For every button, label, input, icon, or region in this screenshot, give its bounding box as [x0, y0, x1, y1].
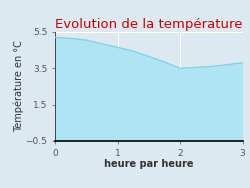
Y-axis label: Température en °C: Température en °C [14, 41, 24, 132]
Title: Evolution de la température: Evolution de la température [55, 18, 242, 31]
X-axis label: heure par heure: heure par heure [104, 159, 194, 169]
